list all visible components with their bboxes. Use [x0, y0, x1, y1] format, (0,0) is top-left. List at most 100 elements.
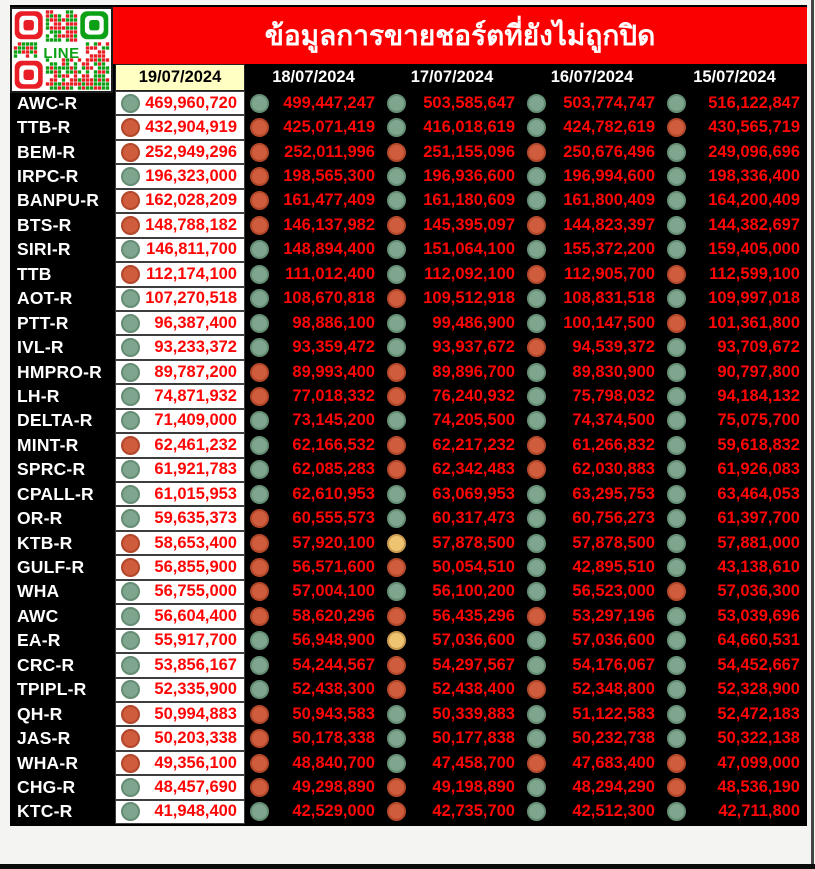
value-cell: 47,458,700 — [382, 751, 522, 775]
value-cell: 42,895,510 — [522, 555, 662, 579]
short-position-value: 144,823,397 — [563, 215, 655, 234]
change-dot-green — [527, 118, 546, 138]
change-dot-green — [250, 435, 269, 455]
date-header: 15/07/2024 — [693, 68, 776, 86]
change-dot-green — [250, 411, 269, 431]
short-position-value: 59,618,832 — [717, 435, 800, 454]
change-dot-green — [250, 631, 269, 651]
ticker-label: AWC — [17, 605, 59, 626]
short-position-value: 89,896,700 — [432, 362, 515, 381]
change-dot-green — [387, 484, 406, 504]
short-position-value: 55,917,700 — [154, 631, 237, 650]
short-position-value: 89,830,900 — [572, 362, 655, 381]
value-cell: 146,811,700 — [115, 237, 245, 263]
ticker-label: QH-R — [17, 703, 63, 724]
value-cell: 55,917,700 — [115, 628, 245, 654]
ticker-label: IVL-R — [17, 337, 64, 358]
short-position-value: 57,036,600 — [432, 631, 515, 650]
value-cell: 252,949,296 — [115, 139, 245, 165]
change-dot-green — [121, 362, 140, 382]
short-position-value: 50,994,883 — [154, 704, 237, 723]
line-logo-text: LINE — [43, 45, 80, 62]
value-cell: 107,270,518 — [115, 286, 245, 311]
short-position-value: 98,886,100 — [292, 313, 375, 332]
value-cell: 432,904,919 — [115, 115, 245, 140]
short-position-value: 90,797,800 — [717, 362, 800, 381]
value-cell: 155,372,200 — [522, 238, 662, 262]
value-cell: 61,015,953 — [115, 482, 245, 507]
value-cell: 56,855,900 — [115, 555, 245, 580]
short-position-value: 57,004,100 — [292, 582, 375, 601]
short-position-value: 94,184,132 — [717, 386, 800, 405]
short-position-value: 47,458,700 — [432, 753, 515, 772]
value-cell: 50,994,883 — [115, 701, 245, 727]
short-position-value: 62,342,483 — [432, 460, 515, 479]
ticker-label: KTC-R — [17, 801, 73, 822]
change-dot-red — [121, 704, 140, 724]
ticker-label: DELTA-R — [17, 410, 93, 431]
short-position-value: 74,871,932 — [154, 386, 237, 405]
ticker-label: KTB-R — [17, 532, 73, 553]
value-cell: 74,871,932 — [115, 384, 245, 409]
change-dot-green — [527, 386, 546, 406]
value-cell: 89,993,400 — [245, 360, 382, 384]
short-position-value: 56,435,296 — [432, 606, 515, 625]
short-position-value: 112,174,100 — [146, 264, 237, 283]
short-position-value: 61,921,783 — [154, 460, 237, 479]
value-cell: 52,328,900 — [662, 678, 807, 702]
value-cell: 93,359,472 — [245, 335, 382, 359]
table-row: AWC-R 469,960,720 499,447,247 503,585,647 50… — [10, 91, 807, 116]
short-position-value: 54,244,567 — [292, 655, 375, 674]
change-dot-green — [250, 93, 269, 113]
ticker-label: CHG-R — [17, 776, 76, 797]
change-dot-green — [121, 289, 140, 309]
change-dot-green — [121, 509, 140, 529]
change-dot-red — [121, 264, 140, 284]
value-cell: 161,180,609 — [382, 189, 522, 213]
ticker-label: GULF-R — [17, 557, 85, 578]
value-cell: 62,610,953 — [245, 482, 382, 506]
short-position-value: 48,840,700 — [292, 753, 375, 772]
value-cell: 162,028,209 — [115, 188, 245, 214]
table-row: HMPRO-R 89,787,200 89,993,400 89,896,700 89,… — [10, 359, 807, 385]
short-position-value: 469,960,720 — [145, 93, 237, 112]
change-dot-red — [527, 680, 546, 700]
change-dot-green — [667, 386, 686, 406]
value-cell: 41,948,400 — [115, 799, 245, 825]
change-dot-green — [667, 802, 686, 822]
change-dot-red — [667, 582, 686, 602]
change-dot-green — [387, 93, 406, 113]
change-dot-green — [527, 729, 546, 749]
value-cell: 73,145,200 — [245, 409, 382, 433]
short-position-value: 41,948,400 — [154, 802, 237, 821]
window-bottom-edge — [0, 864, 815, 869]
title-banner: ข้อมูลการขายชอร์ตที่ยังไม่ถูกปิด — [113, 7, 807, 64]
value-cell: 146,137,982 — [245, 213, 382, 237]
value-cell: 63,464,053 — [662, 482, 807, 506]
change-dot-red — [121, 215, 140, 235]
change-dot-red — [121, 191, 140, 211]
change-dot-green — [527, 533, 546, 553]
short-position-value: 57,036,600 — [572, 631, 655, 650]
short-position-value: 60,317,473 — [432, 509, 515, 528]
value-cell: 62,461,232 — [115, 433, 245, 458]
short-position-value: 54,176,067 — [572, 655, 655, 674]
ticker-label: BANPU-R — [17, 190, 100, 211]
short-position-value: 161,180,609 — [423, 191, 515, 210]
table-row: EA-R 55,917,700 56,948,900 57,036,600 57,036… — [10, 628, 807, 654]
value-cell: 63,295,753 — [522, 482, 662, 506]
table-row: AWC 56,604,400 58,620,296 56,435,296 53,297,… — [10, 604, 807, 629]
short-position-value: 48,457,690 — [154, 777, 237, 796]
value-cell: 54,297,567 — [382, 653, 522, 677]
short-position-value: 47,683,400 — [572, 753, 655, 772]
value-cell: 50,177,838 — [382, 726, 522, 750]
value-cell: 62,030,883 — [522, 458, 662, 482]
value-cell: 108,670,818 — [245, 287, 382, 311]
change-dot-red — [527, 338, 546, 358]
value-cell: 53,856,167 — [115, 653, 245, 678]
short-position-value: 425,071,419 — [283, 118, 375, 137]
value-cell: 198,336,400 — [662, 164, 807, 188]
short-position-value: 50,054,510 — [432, 558, 515, 577]
change-dot-red — [250, 533, 269, 553]
